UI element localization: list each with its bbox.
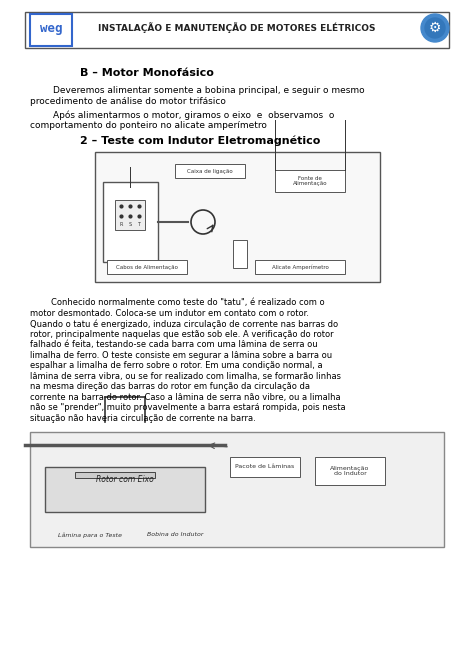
Text: T: T [137,222,140,227]
Bar [230,457,300,477]
Text: Caixa de ligação: Caixa de ligação [187,168,233,174]
Bar [175,164,245,178]
Bar [107,260,187,274]
Text: comportamento do ponteiro no alicate amperímetro: comportamento do ponteiro no alicate amp… [30,121,267,130]
Bar [103,182,158,262]
Text: situação não haveria circulação de corrente na barra.: situação não haveria circulação de corre… [30,413,256,423]
Text: não se "prender", muito provavelmente a barra estará rompida, pois nesta: não se "prender", muito provavelmente a … [30,403,346,412]
Text: Deveremos alimentar somente a bobina principal, e seguir o mesmo: Deveremos alimentar somente a bobina pri… [30,86,365,95]
Bar [30,14,72,46]
Text: ⚙: ⚙ [429,21,441,35]
Circle shape [421,14,449,42]
Text: corrente na barra do rotor. Caso a lâmina de serra não vibre, ou a limalha: corrente na barra do rotor. Caso a lâmin… [30,393,341,401]
Bar [95,152,380,282]
Text: Pacote de Lâminas: Pacote de Lâminas [236,464,295,470]
Text: procedimento de análise do motor trifásico: procedimento de análise do motor trifási… [30,97,226,106]
Bar [275,170,345,192]
Text: B – Motor Monofásico: B – Motor Monofásico [80,68,214,78]
Bar [233,240,247,268]
Text: Conhecido normalmente como teste do "tatu", é realizado com o: Conhecido normalmente como teste do "tat… [30,298,325,307]
Text: espalhar a limalha de ferro sobre o rotor. Em uma condição normal, a: espalhar a limalha de ferro sobre o roto… [30,361,323,370]
Text: 2 – Teste com Indutor Eletromagnético: 2 – Teste com Indutor Eletromagnético [80,135,320,145]
Text: Lâmina para o Teste: Lâmina para o Teste [58,532,122,537]
Text: weg: weg [40,21,62,34]
Text: Fonte de
Alimentação: Fonte de Alimentação [292,176,328,186]
Text: R: R [119,222,123,227]
Text: Rotor com Eixo: Rotor com Eixo [96,475,154,484]
Text: limalha de ferro. O teste consiste em segurar a lâmina sobre a barra ou: limalha de ferro. O teste consiste em se… [30,350,332,360]
Bar [255,260,345,274]
Text: S: S [128,222,132,227]
Text: Cabos de Alimentação: Cabos de Alimentação [116,265,178,269]
Text: falhado é feita, testando-se cada barra com uma lâmina de serra ou: falhado é feita, testando-se cada barra … [30,340,318,349]
Text: rotor, principalmente naquelas que estão sob ele. A verificação do rotor: rotor, principalmente naquelas que estão… [30,330,334,338]
Text: Após alimentarmos o motor, giramos o eixo  e  observamos  o: Após alimentarmos o motor, giramos o eix… [30,110,334,119]
Text: Bobina do Indutor: Bobina do Indutor [147,532,203,537]
Bar [30,432,444,547]
Text: Alimentação
do Indutor: Alimentação do Indutor [330,466,370,476]
Bar [45,467,205,512]
Bar [315,457,385,485]
Text: motor desmontado. Coloca-se um indutor em contato com o rotor.: motor desmontado. Coloca-se um indutor e… [30,308,309,318]
Text: na mesma direção das barras do rotor em função da circulação da: na mesma direção das barras do rotor em … [30,382,310,391]
Text: Alicate Amperímetro: Alicate Amperímetro [272,264,328,270]
Bar [115,200,145,230]
Circle shape [425,18,445,38]
Bar [75,472,155,478]
Text: Quando o tatu é energizado, induza circulação de corrente nas barras do: Quando o tatu é energizado, induza circu… [30,319,338,328]
Text: lâmina de serra vibra, ou se for realizado com limalha, se formarão linhas: lâmina de serra vibra, ou se for realiza… [30,371,341,381]
Bar [25,12,449,48]
Text: INSTALAÇÃO E MANUTENÇÃO DE MOTORES ELÉTRICOS: INSTALAÇÃO E MANUTENÇÃO DE MOTORES ELÉTR… [98,23,376,34]
